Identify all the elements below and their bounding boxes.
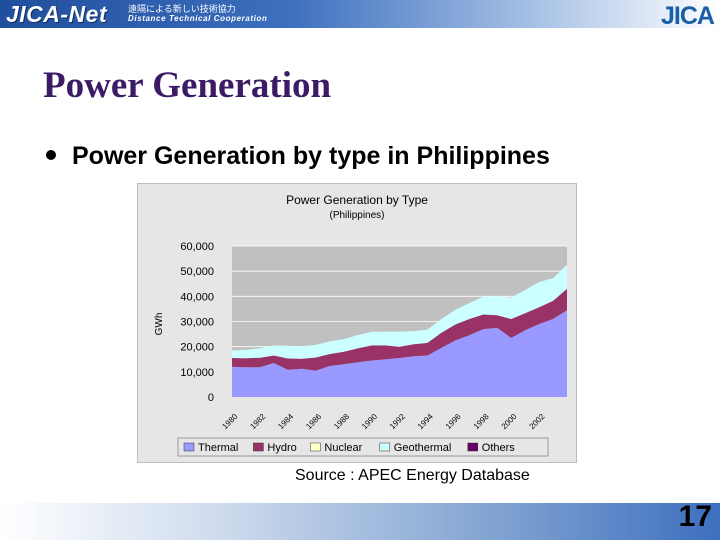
x-tick-label: 1996 <box>444 412 463 431</box>
area-geothermal <box>232 264 567 359</box>
y-tick-label: 40,000 <box>180 291 214 303</box>
chart-legend: Thermal Hydro Nuclear Geothermal Others <box>177 437 549 457</box>
stacked-area-chart: Power Generation by Type (Philippines) 6… <box>154 193 567 457</box>
area-thermal <box>232 310 567 397</box>
x-tick-label: 1994 <box>416 412 435 431</box>
legend-label-hydro: Hydro <box>267 442 296 454</box>
legend-label-others: Others <box>482 442 516 454</box>
x-tick-label: 1984 <box>276 412 295 431</box>
jica-brand-logo: JICA <box>661 2 715 30</box>
legend-box <box>177 437 549 457</box>
x-tick-label: 2000 <box>500 412 519 431</box>
y-tick-label: 30,000 <box>180 317 214 329</box>
legend-swatch-nuclear <box>310 442 321 452</box>
series-areas <box>232 264 567 397</box>
x-tick-label: 1986 <box>304 412 323 431</box>
source-note: Source : APEC Energy Database <box>295 467 530 484</box>
legend-label-nuclear: Nuclear <box>324 442 362 454</box>
x-tick-label: 1990 <box>360 412 379 431</box>
slide-title: Power Generation <box>43 65 332 106</box>
chart-title: Power Generation by Type <box>286 193 428 207</box>
y-tick-label: 50,000 <box>180 266 214 278</box>
chart-container: Power Generation by Type (Philippines) 6… <box>137 183 577 463</box>
logo-tagline-en: Distance Technical Cooperation <box>128 14 268 23</box>
y-tick-labels: 60,000 50,000 40,000 30,000 20,000 10,000 0 <box>180 241 214 404</box>
y-tick-label: 60,000 <box>180 241 214 253</box>
legend-swatch-thermal <box>183 442 195 452</box>
legend-swatch-geothermal <box>379 442 391 452</box>
page-number: 17 <box>678 500 712 533</box>
x-tick-label: 1992 <box>388 412 407 431</box>
area-hydro <box>232 288 567 371</box>
bullet-text: Power Generation by type in Philippines <box>72 142 550 170</box>
x-tick-label: 1988 <box>332 412 351 431</box>
x-tick-label: 1980 <box>220 412 239 431</box>
jica-net-logo: JICA-Net <box>6 1 108 27</box>
legend-label-thermal: Thermal <box>198 442 238 454</box>
logo-tagline-jp: 遠隔による新しい技術協力 <box>128 5 236 15</box>
y-tick-label: 0 <box>208 392 214 404</box>
legend-label-geothermal: Geothermal <box>394 442 451 454</box>
x-tick-label: 1998 <box>472 412 491 431</box>
bullet-icon <box>46 150 56 160</box>
x-tick-label: 1982 <box>248 412 267 431</box>
legend-swatch-hydro <box>253 442 264 452</box>
footer-banner: 17 <box>0 500 720 540</box>
legend-swatch-others <box>467 442 479 452</box>
y-tick-label: 10,000 <box>180 367 214 379</box>
x-tick-label: 2002 <box>528 412 547 431</box>
header-banner: JICA-Net 遠隔による新しい技術協力 Distance Technical… <box>0 0 720 28</box>
chart-subtitle: (Philippines) <box>329 210 384 221</box>
y-tick-label: 20,000 <box>180 342 214 354</box>
y-axis-label: GWh <box>154 313 165 336</box>
x-tick-labels: 1980 1982 1984 1986 1988 1990 1992 1994 1996 1998… <box>220 412 546 431</box>
